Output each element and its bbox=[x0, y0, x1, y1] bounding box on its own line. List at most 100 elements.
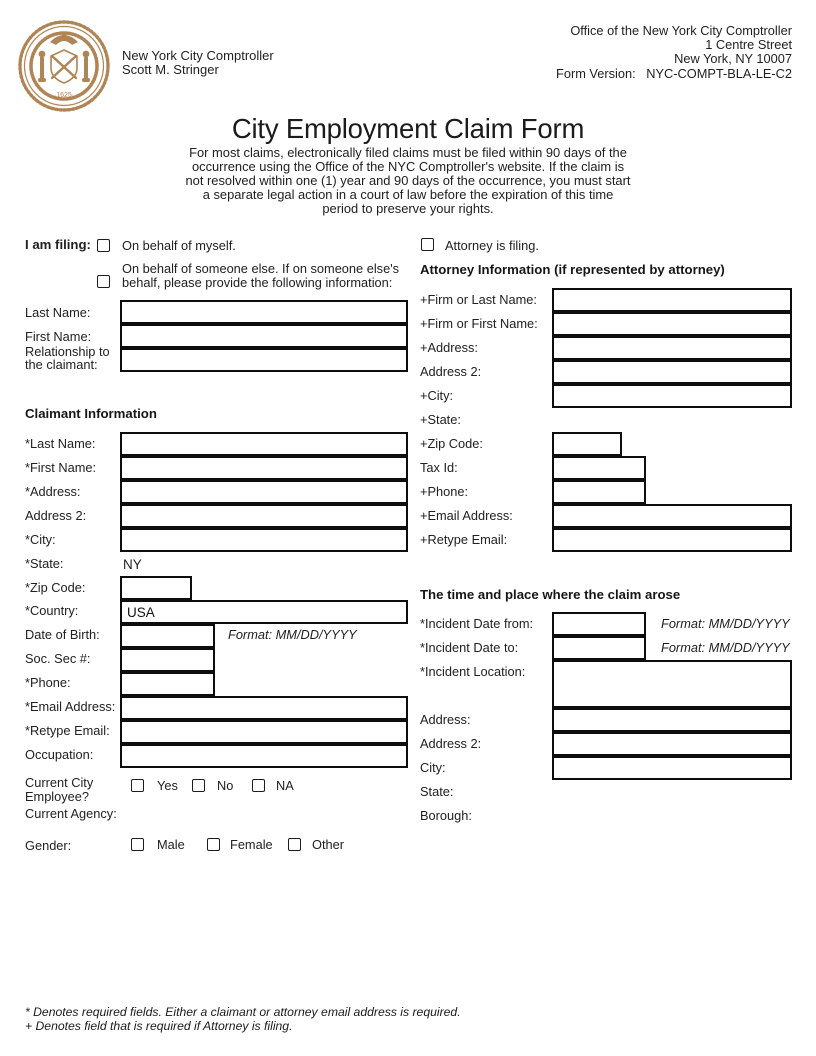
incident-location-label: *Incident Location: bbox=[420, 664, 526, 679]
employee-na-label: NA bbox=[276, 778, 294, 793]
filing-myself-checkbox[interactable] bbox=[97, 239, 110, 252]
office-line: Office of the New York City Comptroller bbox=[570, 23, 792, 38]
incident-location-input[interactable] bbox=[552, 660, 792, 708]
claimant-ssn-label: Soc. Sec #: bbox=[25, 651, 91, 666]
attorney-retype-email-label: +Retype Email: bbox=[420, 532, 508, 547]
claimant-email-label: *Email Address: bbox=[25, 699, 116, 714]
claimant-address2-label: Address 2: bbox=[25, 508, 87, 523]
claimant-zip-input[interactable] bbox=[120, 576, 192, 600]
attorney-address2-input[interactable] bbox=[552, 360, 792, 384]
claimant-phone-input[interactable] bbox=[120, 672, 215, 696]
incident-date-to-input[interactable] bbox=[552, 636, 646, 660]
attorney-address-input[interactable] bbox=[552, 336, 792, 360]
claimant-retype-email-input[interactable] bbox=[120, 720, 408, 744]
claimant-country-label: *Country: bbox=[25, 603, 79, 618]
gender-female-checkbox[interactable] bbox=[207, 838, 220, 851]
attorney-firm-first-name-input[interactable] bbox=[552, 312, 792, 336]
attorney-zip-label: +Zip Code: bbox=[420, 436, 483, 451]
attorney-city-input[interactable] bbox=[552, 384, 792, 408]
attorney-city-label: +City: bbox=[420, 388, 454, 403]
attorney-address-label: +Address: bbox=[420, 340, 478, 355]
attorney-firm-first-name-label: +Firm or First Name: bbox=[420, 316, 538, 331]
form-version-label: Form Version: bbox=[556, 66, 636, 81]
attorney-tax-id-label: Tax Id: bbox=[420, 460, 458, 475]
incident-state-label: State: bbox=[420, 784, 454, 799]
employee-no-label: No bbox=[217, 778, 234, 793]
i-am-filing-label: I am filing: bbox=[25, 237, 91, 252]
claimant-email-input[interactable] bbox=[120, 696, 408, 720]
claimant-dob-label: Date of Birth: bbox=[25, 627, 100, 642]
intro-text: a separate legal action in a court of la… bbox=[202, 187, 614, 202]
brand-comptroller-name: Scott M. Stringer bbox=[122, 62, 219, 77]
claimant-address-input[interactable] bbox=[120, 480, 408, 504]
incident-address-input[interactable] bbox=[552, 708, 792, 732]
claimant-last-name-label: *Last Name: bbox=[25, 436, 96, 451]
behalf-last-name-label: Last Name: bbox=[25, 305, 91, 320]
claimant-dob-format-hint: Format: MM/DD/YYYY bbox=[228, 627, 357, 642]
attorney-email-input[interactable] bbox=[552, 504, 792, 528]
incident-date-from-input[interactable] bbox=[552, 612, 646, 636]
incident-city-input[interactable] bbox=[552, 756, 792, 780]
claimant-last-name-input[interactable] bbox=[120, 432, 408, 456]
form-version-value: NYC-COMPT-BLA-LE-C2 bbox=[646, 66, 792, 81]
claimant-dob-input[interactable] bbox=[120, 624, 215, 648]
claimant-address-label: *Address: bbox=[25, 484, 81, 499]
incident-address2-input[interactable] bbox=[552, 732, 792, 756]
attorney-retype-email-input[interactable] bbox=[552, 528, 792, 552]
employee-no-checkbox[interactable] bbox=[192, 779, 205, 792]
claimant-first-name-input[interactable] bbox=[120, 456, 408, 480]
filing-other-checkbox[interactable] bbox=[97, 275, 110, 288]
current-employee-label-line1: Current City bbox=[25, 775, 94, 790]
claimant-country-input[interactable] bbox=[120, 600, 408, 624]
behalf-relationship-label-line1: Relationship to bbox=[25, 344, 110, 359]
attorney-email-label: +Email Address: bbox=[420, 508, 513, 523]
behalf-first-name-input[interactable] bbox=[120, 324, 408, 348]
behalf-first-name-label: First Name: bbox=[25, 329, 92, 344]
gender-other-label: Other bbox=[312, 837, 345, 852]
attorney-firm-last-name-input[interactable] bbox=[552, 288, 792, 312]
behalf-last-name-input[interactable] bbox=[120, 300, 408, 324]
gender-other-checkbox[interactable] bbox=[288, 838, 301, 851]
filing-other-label-line2: behalf, please provide the following inf… bbox=[122, 275, 393, 290]
office-address-block: Office of the New York City Comptroller … bbox=[556, 24, 792, 81]
intro-text: occurrence using the Office of the NYC C… bbox=[191, 159, 625, 174]
incident-date-from-label: *Incident Date from: bbox=[420, 616, 534, 631]
incident-section-heading: The time and place where the claim arose bbox=[420, 587, 681, 602]
incident-date-from-format-hint: Format: MM/DD/YYYY bbox=[661, 616, 790, 631]
page-title: City Employment Claim Form bbox=[231, 113, 585, 144]
claimant-city-input[interactable] bbox=[120, 528, 408, 552]
claimant-ssn-input[interactable] bbox=[120, 648, 215, 672]
attorney-filing-checkbox[interactable] bbox=[421, 238, 434, 251]
claimant-first-name-label: *First Name: bbox=[25, 460, 97, 475]
employee-yes-checkbox[interactable] bbox=[131, 779, 144, 792]
gender-female-label: Female bbox=[230, 837, 273, 852]
attorney-tax-id-input[interactable] bbox=[552, 456, 646, 480]
office-line: New York, NY 10007 bbox=[674, 51, 792, 66]
filing-other-label-line1: On behalf of someone else. If on someone… bbox=[122, 261, 400, 276]
incident-date-to-label: *Incident Date to: bbox=[420, 640, 519, 655]
employee-na-checkbox[interactable] bbox=[252, 779, 265, 792]
claimant-retype-email-label: *Retype Email: bbox=[25, 723, 110, 738]
claimant-occupation-label: Occupation: bbox=[25, 747, 94, 762]
attorney-phone-label: +Phone: bbox=[420, 484, 469, 499]
footer-attorney-note: + Denotes field that is required if Atto… bbox=[25, 1019, 293, 1033]
attorney-phone-input[interactable] bbox=[552, 480, 646, 504]
nyc-comptroller-seal: ·1625· bbox=[18, 20, 110, 112]
gender-male-label: Male bbox=[157, 837, 185, 852]
claimant-occupation-input[interactable] bbox=[120, 744, 408, 768]
intro-text: not resolved within one (1) year and 90 … bbox=[185, 173, 631, 188]
attorney-zip-input[interactable] bbox=[552, 432, 622, 456]
gender-male-checkbox[interactable] bbox=[131, 838, 144, 851]
claimant-state-select[interactable]: NY bbox=[123, 557, 142, 572]
behalf-relationship-input[interactable] bbox=[120, 348, 408, 372]
attorney-state-label: +State: bbox=[420, 412, 461, 427]
claimant-zip-label: *Zip Code: bbox=[25, 580, 86, 595]
current-agency-label: Current Agency: bbox=[25, 806, 117, 821]
incident-city-label: City: bbox=[420, 760, 446, 775]
attorney-section-heading: Attorney Information (if represented by … bbox=[420, 262, 725, 277]
intro-text: For most claims, electronically filed cl… bbox=[189, 145, 627, 160]
employee-yes-label: Yes bbox=[157, 778, 178, 793]
gender-label: Gender: bbox=[25, 838, 72, 853]
claimant-address2-input[interactable] bbox=[120, 504, 408, 528]
